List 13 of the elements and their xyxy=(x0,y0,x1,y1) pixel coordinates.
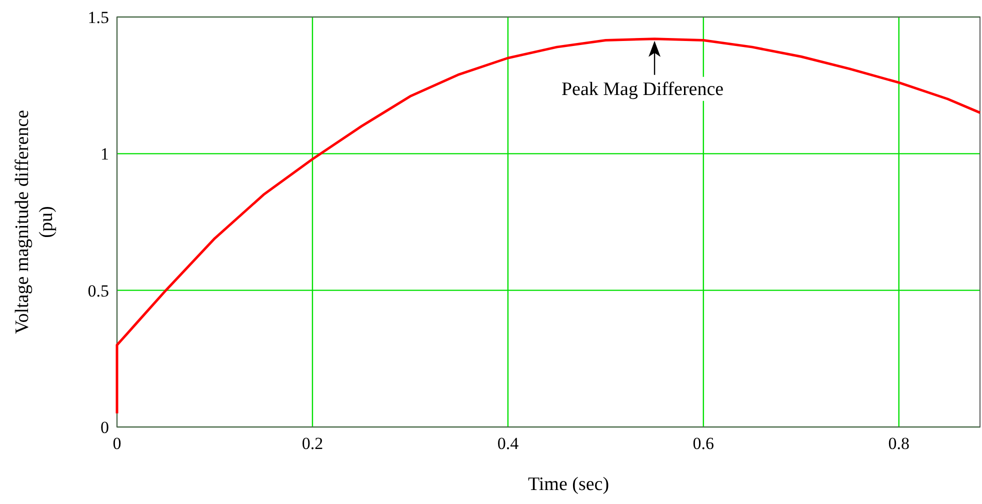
y-tick-label: 1 xyxy=(100,144,109,164)
y-tick-label: 1.5 xyxy=(88,8,109,27)
y-tick-label: 0.5 xyxy=(88,281,109,300)
y-tick-label: 0 xyxy=(100,418,109,437)
x-tick-label: 0.4 xyxy=(497,434,520,453)
y-axis-title: Voltage magnitude difference (pu) xyxy=(12,110,57,334)
x-tick-label: 0.2 xyxy=(302,434,324,453)
x-tick-label: 0 xyxy=(112,434,122,453)
x-tick-label: 0.6 xyxy=(692,434,714,453)
annotation: Peak Mag Difference xyxy=(561,78,724,100)
x-tick-label: 0.8 xyxy=(888,434,910,453)
x-axis-title: Time (sec) xyxy=(528,474,610,495)
line-series xyxy=(116,38,982,415)
